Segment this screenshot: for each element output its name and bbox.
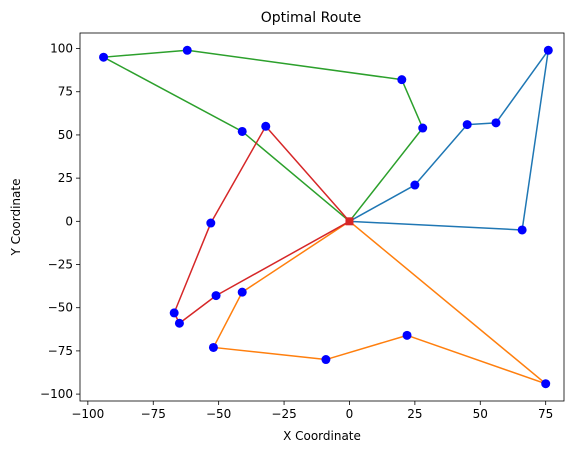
route-4-point: [169, 308, 179, 318]
y-tick-label: −50: [48, 301, 73, 315]
x-tick-label: 25: [407, 407, 422, 421]
route-4-point: [261, 121, 271, 131]
y-tick-label: −100: [40, 387, 73, 401]
route-2-point: [237, 287, 247, 297]
y-tick-label: −75: [48, 344, 73, 358]
route-3-point: [237, 126, 247, 136]
route-2-point: [541, 379, 551, 389]
chart-title: Optimal Route: [261, 10, 361, 26]
y-axis-label: Y Coordinate: [9, 179, 23, 257]
route-1-point: [410, 180, 420, 190]
y-tick-label: 50: [58, 128, 73, 142]
route-3-point: [397, 75, 407, 85]
y-tick-label: 0: [65, 214, 73, 228]
route-line-2: [212, 220, 547, 385]
x-tick-label: 50: [473, 407, 488, 421]
route-4-point: [206, 218, 216, 228]
route-3-point: [99, 52, 109, 62]
x-tick-label: −25: [271, 407, 296, 421]
y-tick-label: 100: [50, 42, 73, 56]
route-1-point: [462, 120, 472, 130]
route-1-point: [543, 45, 553, 55]
route-2-point: [208, 342, 218, 352]
route-lines: [102, 49, 550, 385]
depot-marker: [345, 217, 354, 226]
route-2-point: [321, 355, 331, 365]
y-tick-label: 25: [58, 171, 73, 185]
y-tick-label: 75: [58, 85, 73, 99]
route-3-point: [182, 45, 192, 55]
route-points: [99, 45, 553, 389]
y-axis-ticks: −100 −75 −50 −25 0 25 50 75 100: [40, 42, 80, 401]
route-3-point: [418, 123, 428, 133]
route-4-point: [174, 318, 184, 328]
x-tick-label: 75: [538, 407, 553, 421]
x-tick-label: −75: [141, 407, 166, 421]
route-1-point: [517, 225, 527, 235]
route-4-point: [211, 291, 221, 301]
y-tick-label: −25: [48, 258, 73, 272]
plot-frame: [79, 32, 565, 402]
x-axis-label: X Coordinate: [283, 429, 361, 443]
route-2-point: [402, 330, 412, 340]
x-axis-ticks: −100 −75 −50 −25 0 25 50 75: [71, 401, 553, 421]
x-tick-label: −100: [71, 407, 104, 421]
x-tick-label: 0: [346, 407, 354, 421]
route-1-point: [491, 118, 501, 128]
x-tick-label: −50: [206, 407, 231, 421]
route-line-4: [173, 125, 351, 324]
route-line-3: [102, 49, 424, 222]
